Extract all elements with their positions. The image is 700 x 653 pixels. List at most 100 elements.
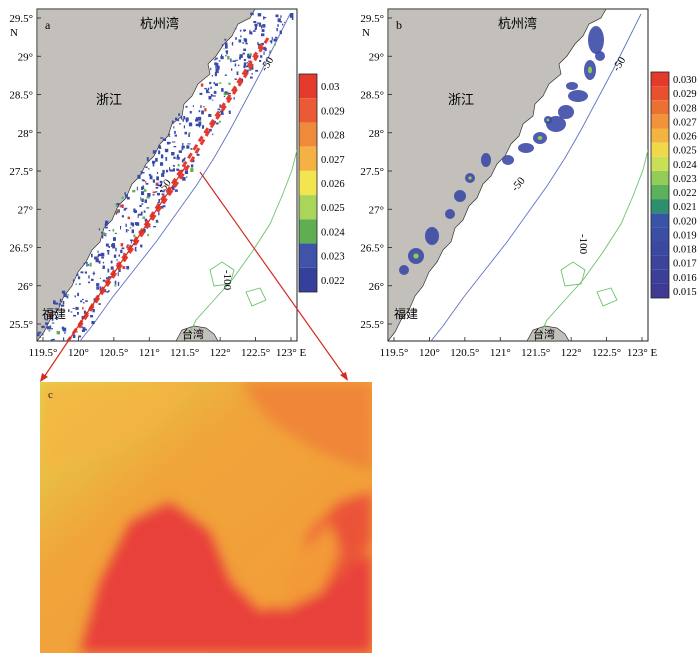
colorbar-tick-label: 0.023 xyxy=(673,174,697,185)
colorbar-tick-label: 0.029 xyxy=(673,89,697,100)
lon-tick-label: 120° xyxy=(68,347,89,359)
speckle xyxy=(85,300,88,302)
speckle xyxy=(208,95,212,100)
speckle xyxy=(207,87,210,91)
speckle xyxy=(162,169,165,174)
speckle xyxy=(118,209,120,213)
isobath-label: -100 xyxy=(577,234,589,255)
speckle xyxy=(146,157,149,161)
speckle xyxy=(210,86,212,89)
speckle xyxy=(190,148,193,150)
speckle xyxy=(235,59,239,61)
speckle xyxy=(221,54,223,57)
speckle xyxy=(79,283,81,285)
colorbar-swatch xyxy=(651,241,669,256)
speckle xyxy=(220,111,224,115)
speckle xyxy=(183,158,186,161)
chlorophyll-patches xyxy=(399,26,605,275)
speckle xyxy=(110,266,114,270)
speckle xyxy=(51,322,55,324)
speckle xyxy=(262,24,266,28)
lon-tick-label: 121.5° xyxy=(521,347,550,359)
colorbar-tick-label: 0.030 xyxy=(673,75,697,86)
speckle xyxy=(127,229,129,231)
speckle xyxy=(52,310,56,313)
speckle xyxy=(39,336,41,338)
lon-tick-label: 121° xyxy=(139,347,160,359)
speckle xyxy=(157,192,160,196)
speckle xyxy=(99,277,101,279)
lat-tick-label: 28.5° xyxy=(360,90,384,102)
speckle xyxy=(72,279,74,282)
axes-b: 29.5° 29° 28.5° 28° 27.5° 27° 26.5° 26° 25.5° 119… xyxy=(360,13,657,359)
speckle xyxy=(37,331,42,334)
speckle xyxy=(171,186,175,191)
isobath-100 xyxy=(536,149,648,341)
speckle xyxy=(91,253,93,258)
colorbar-tick-label: 0.026 xyxy=(321,179,345,190)
speckle xyxy=(239,54,243,58)
speckle xyxy=(73,314,77,317)
speckle xyxy=(66,294,70,296)
speckle xyxy=(214,71,217,76)
speckle xyxy=(213,81,215,85)
axes-a: 29.5° 29° 28.5° 28° 27.5° 27° 26.5° 26° 25.5° 119… xyxy=(9,13,306,359)
speckle xyxy=(247,18,249,20)
lon-tick-label: 119.5° xyxy=(380,347,409,359)
speckle xyxy=(180,116,183,120)
speckle xyxy=(53,300,56,305)
speckle xyxy=(277,18,281,22)
panel-label-c: c xyxy=(48,389,53,401)
colorbar-tick-label: 0.023 xyxy=(321,252,345,263)
speckle xyxy=(115,247,117,252)
speckle xyxy=(244,39,248,43)
zoom-arrow-right xyxy=(199,171,347,379)
speckle xyxy=(155,221,159,223)
speckle xyxy=(204,108,207,112)
speckle xyxy=(208,91,210,93)
speckle xyxy=(141,186,143,190)
speckle xyxy=(176,156,180,160)
lon-tick-label: 122.5° xyxy=(241,347,270,359)
colorbar-swatch xyxy=(651,142,669,157)
colorbar-frame xyxy=(650,71,670,299)
speckle xyxy=(152,179,155,183)
speckle xyxy=(114,232,117,234)
speckle xyxy=(274,36,278,39)
speckle xyxy=(190,168,194,172)
speckle xyxy=(236,71,239,76)
speckle xyxy=(183,125,185,129)
speckle xyxy=(75,306,79,310)
speckle xyxy=(155,157,158,162)
lat-tick-label: 26.5° xyxy=(360,243,384,255)
speckle xyxy=(225,91,228,94)
speckle xyxy=(198,124,201,127)
speckle xyxy=(261,42,264,46)
speckle xyxy=(120,204,124,208)
speckle xyxy=(125,229,128,233)
speckle xyxy=(89,262,92,267)
speckle xyxy=(245,42,248,45)
speckle xyxy=(173,126,175,129)
speckle xyxy=(169,167,171,171)
speckle xyxy=(81,315,84,320)
speckle xyxy=(51,328,53,330)
lon-tick-label: 120.5° xyxy=(450,347,479,359)
speckle xyxy=(121,196,124,199)
speckle xyxy=(62,327,65,331)
speckle xyxy=(261,33,265,37)
speckle xyxy=(102,279,106,282)
speckle xyxy=(77,292,79,297)
speckle xyxy=(219,110,224,112)
speckle xyxy=(184,131,187,135)
speckle xyxy=(209,128,212,132)
zoom-arrow-right-head xyxy=(340,372,348,381)
speckle xyxy=(105,243,109,247)
speckle xyxy=(223,91,226,96)
speckle xyxy=(115,203,118,207)
speckle xyxy=(231,42,234,46)
lat-tick-label: 27.5° xyxy=(9,166,33,178)
speckle xyxy=(70,311,73,313)
speckle xyxy=(269,40,272,42)
speckle xyxy=(214,120,216,123)
